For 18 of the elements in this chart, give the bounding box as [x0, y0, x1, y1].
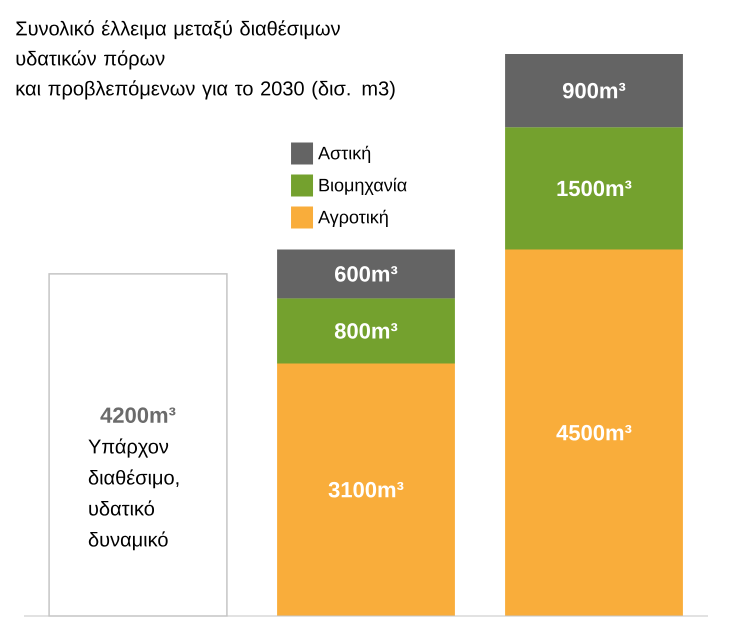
bar: [277, 249, 455, 298]
data-label: 4200m³: [100, 407, 176, 423]
x-tick-label: Υπάρχον διαθέσιμο, υδατικό δυναμικό: [88, 438, 178, 550]
bar: [277, 298, 455, 364]
bar: [505, 249, 683, 616]
bar: [505, 127, 683, 250]
legend-label: Αστική: [318, 146, 370, 163]
data-label: 800m³: [334, 323, 398, 339]
legend-label: Αγροτική: [318, 210, 388, 228]
data-label: 600m³: [335, 266, 398, 282]
data-label: 3100m³: [328, 482, 404, 498]
data-label: 4500m³: [556, 424, 632, 441]
data-label: 1500m³: [557, 180, 632, 196]
bar: [277, 364, 455, 616]
data-label: 900m³: [562, 82, 626, 98]
chart-title: Συνολικό έλλειμα μεταξύ διαθέσιμων υδατικών πόρων και προβλεπόμενων για το 2030 (δισ. m3): [16, 20, 395, 100]
bar: [505, 54, 683, 128]
legend-label: Βιομηχανία: [320, 178, 407, 195]
